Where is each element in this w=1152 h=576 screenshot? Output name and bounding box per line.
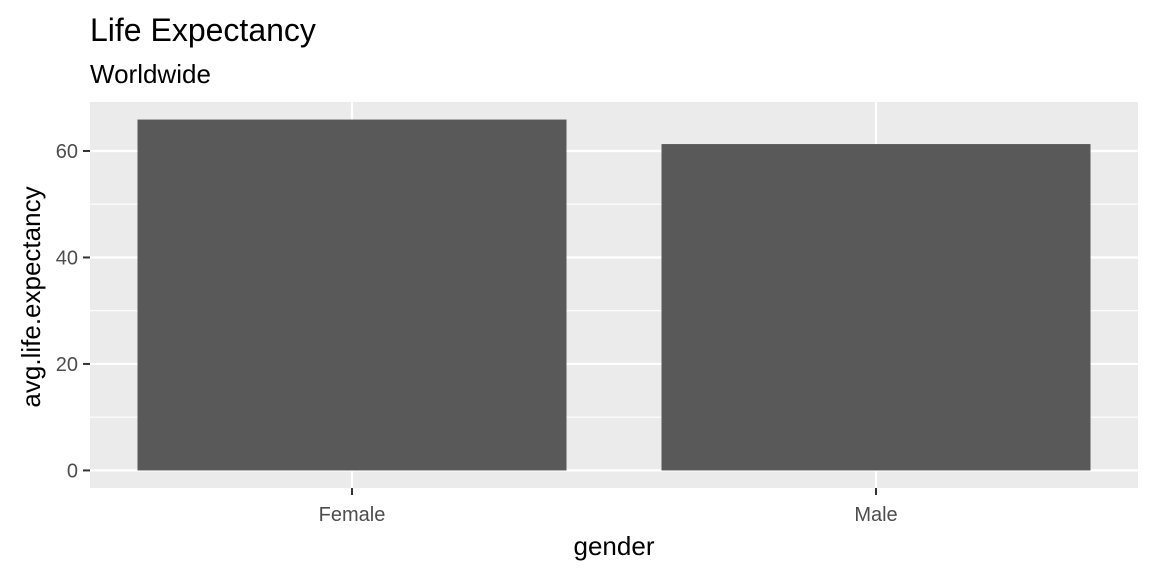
y-axis-title: avg.life.expectancy: [16, 186, 46, 407]
x-axis: Female Male: [319, 488, 898, 526]
chart-title: Life Expectancy: [90, 12, 316, 48]
y-tick-label: 40: [56, 247, 78, 269]
bar-male: [661, 144, 1091, 471]
chart-subtitle: Worldwide: [90, 59, 211, 89]
x-tick-label-female: Female: [319, 504, 386, 526]
bar-female: [137, 119, 567, 471]
x-axis-title: gender: [574, 531, 655, 561]
y-tick-label: 60: [56, 141, 78, 163]
x-tick-label-male: Male: [854, 504, 897, 526]
y-tick-label: 0: [67, 460, 78, 482]
bars: [137, 119, 1091, 471]
y-axis: 0 20 40 60: [56, 141, 90, 482]
y-tick-label: 20: [56, 354, 78, 376]
